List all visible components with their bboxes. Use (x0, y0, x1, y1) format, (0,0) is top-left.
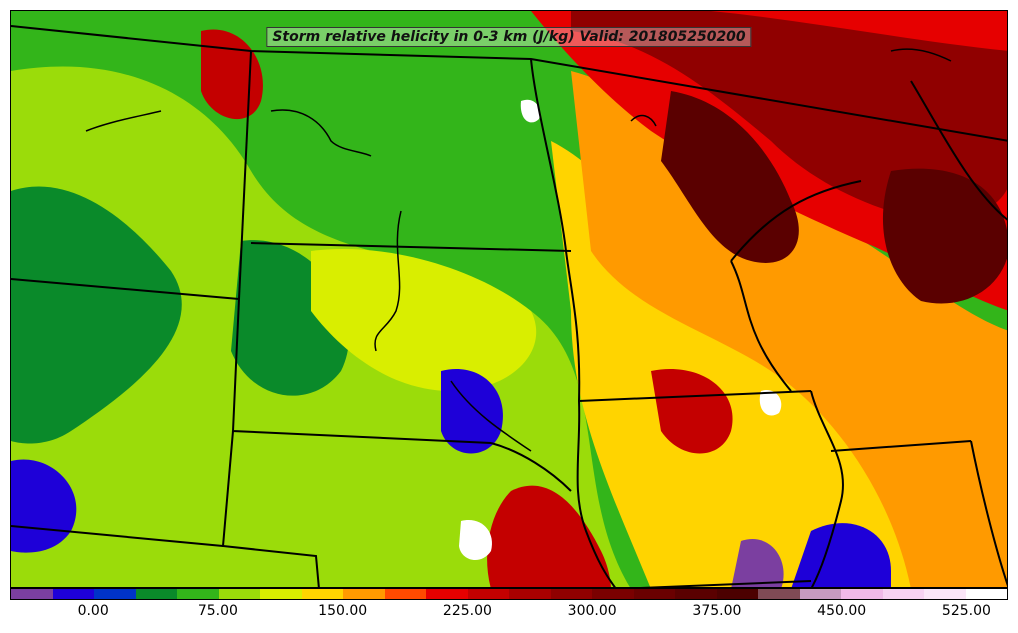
colorbar-segment (882, 589, 924, 599)
colorbar-tick-label: 150.00 (318, 603, 368, 619)
field-red-south (487, 485, 611, 587)
field-maroon-core (661, 91, 799, 263)
field-white-spot-2 (520, 99, 540, 123)
field-white-spot-1 (459, 520, 492, 561)
colorbar (10, 588, 1008, 600)
field-orange-east (571, 71, 1007, 587)
colorbar-segment (11, 589, 53, 599)
colorbar-segment (592, 589, 634, 599)
colorbar-segment (426, 589, 468, 599)
field-maroon-east (883, 168, 1007, 304)
field-blue-southeast (791, 523, 891, 587)
colorbar-segment (965, 589, 1007, 599)
colorbar-tick-label: 0.00 (77, 603, 109, 619)
colorbar-segment (633, 589, 675, 599)
colorbar-tick-label: 300.00 (567, 603, 617, 619)
field-red-northwest (201, 29, 263, 120)
state-boundaries (11, 25, 1007, 587)
colorbar-segment (675, 589, 717, 599)
colorbar-segment (177, 589, 219, 599)
colorbar-tick-label: 525.00 (941, 603, 991, 619)
field-darkred-north (571, 11, 1007, 222)
colorbar-segment (94, 589, 136, 599)
rivers (85, 48, 952, 452)
colorbar-segment (924, 589, 966, 599)
colorbar-segment (384, 589, 426, 599)
field-yellow-central (311, 249, 537, 391)
field-dark-green (11, 186, 182, 444)
map-panel: Storm relative helicity in 0-3 km (J/kg)… (10, 10, 1008, 588)
colorbar-tick-label: 225.00 (442, 603, 492, 619)
field-purple-south (731, 539, 784, 587)
field-blue-southwest (11, 459, 77, 553)
helicity-map (11, 11, 1007, 587)
colorbar-ticks: 0.00 75.00 150.00 225.00 300.00 375.00 450.00 5… (10, 603, 1008, 623)
colorbar-segment (467, 589, 509, 599)
field-red-central (651, 369, 733, 454)
map-title: Storm relative helicity in 0-3 km (J/kg)… (266, 27, 752, 47)
colorbar-tick-label: 75.00 (197, 603, 238, 619)
colorbar-segment (52, 589, 94, 599)
colorbar-segment (260, 589, 302, 599)
colorbar-segment (343, 589, 385, 599)
colorbar-tick-label: 375.00 (692, 603, 742, 619)
field-blue-central (441, 369, 503, 454)
colorbar-segment (218, 589, 260, 599)
colorbar-segment (758, 589, 800, 599)
colorbar-segment (509, 589, 551, 599)
colorbar-segment (550, 589, 592, 599)
colorbar-segment (301, 589, 343, 599)
field-white-spot-3 (759, 390, 782, 416)
colorbar-segment (716, 589, 758, 599)
colorbar-segment (799, 589, 841, 599)
colorbar-segment (135, 589, 177, 599)
colorbar-segment (841, 589, 883, 599)
colorbar-tick-label: 450.00 (817, 603, 867, 619)
